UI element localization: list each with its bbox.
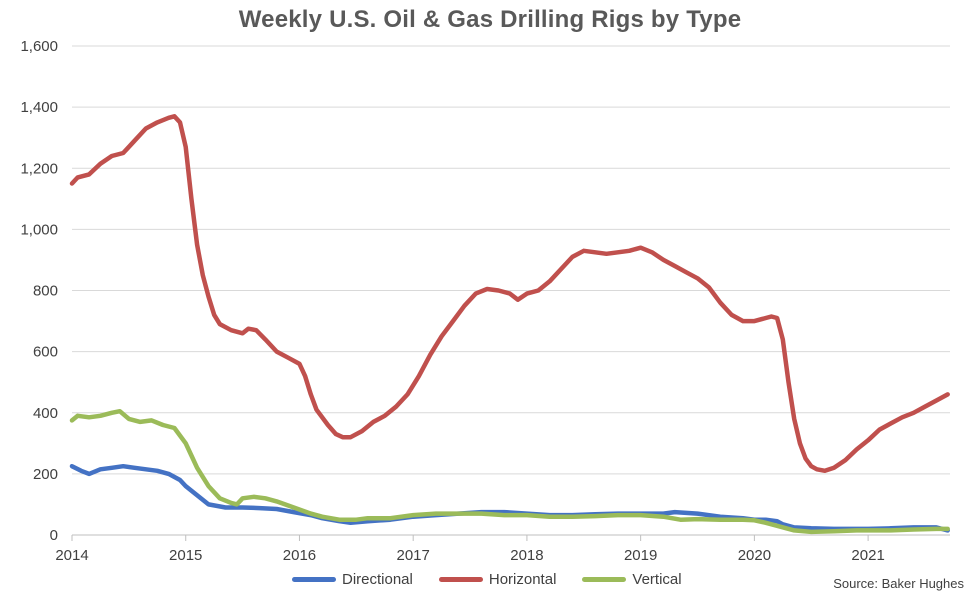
legend-item-vertical: Vertical [582,571,682,588]
y-tick-label: 800 [33,283,58,300]
legend-swatch-vertical [582,577,627,582]
legend-item-horizontal: Horizontal [438,571,557,588]
x-tick-label: 2019 [624,547,657,564]
x-tick-label: 2020 [738,547,771,564]
y-tick-label: 1,200 [20,160,58,177]
x-tick-label: 2017 [397,547,430,564]
x-tick-label: 2021 [851,547,884,564]
y-tick-label: 1,000 [20,221,58,238]
x-tick-label: 2016 [283,547,316,564]
legend-swatch-horizontal [438,577,483,582]
x-tick-label: 2014 [55,547,88,564]
legend-label-horizontal: Horizontal [488,571,557,588]
y-tick-label: 1,600 [20,38,58,55]
series-line-vertical [69,408,950,535]
series-line-horizontal [69,114,950,474]
legend-item-directional: Directional [292,571,413,588]
y-tick-label: 1,400 [20,99,58,116]
legend-swatch-directional [292,577,336,582]
x-tick-label: 2018 [510,547,543,564]
y-tick-label: 200 [33,466,58,483]
source-note: Source: Baker Hughes [833,576,964,591]
y-tick-label: 600 [33,344,58,361]
y-tick-label: 0 [50,527,58,544]
legend: Directional Horizontal Vertical [292,571,682,588]
y-tick-label: 400 [33,405,58,422]
legend-label-vertical: Vertical [632,571,682,588]
x-tick-label: 2015 [169,547,202,564]
chart-title: Weekly U.S. Oil & Gas Drilling Rigs by T… [238,6,742,33]
legend-label-directional: Directional [342,571,413,588]
